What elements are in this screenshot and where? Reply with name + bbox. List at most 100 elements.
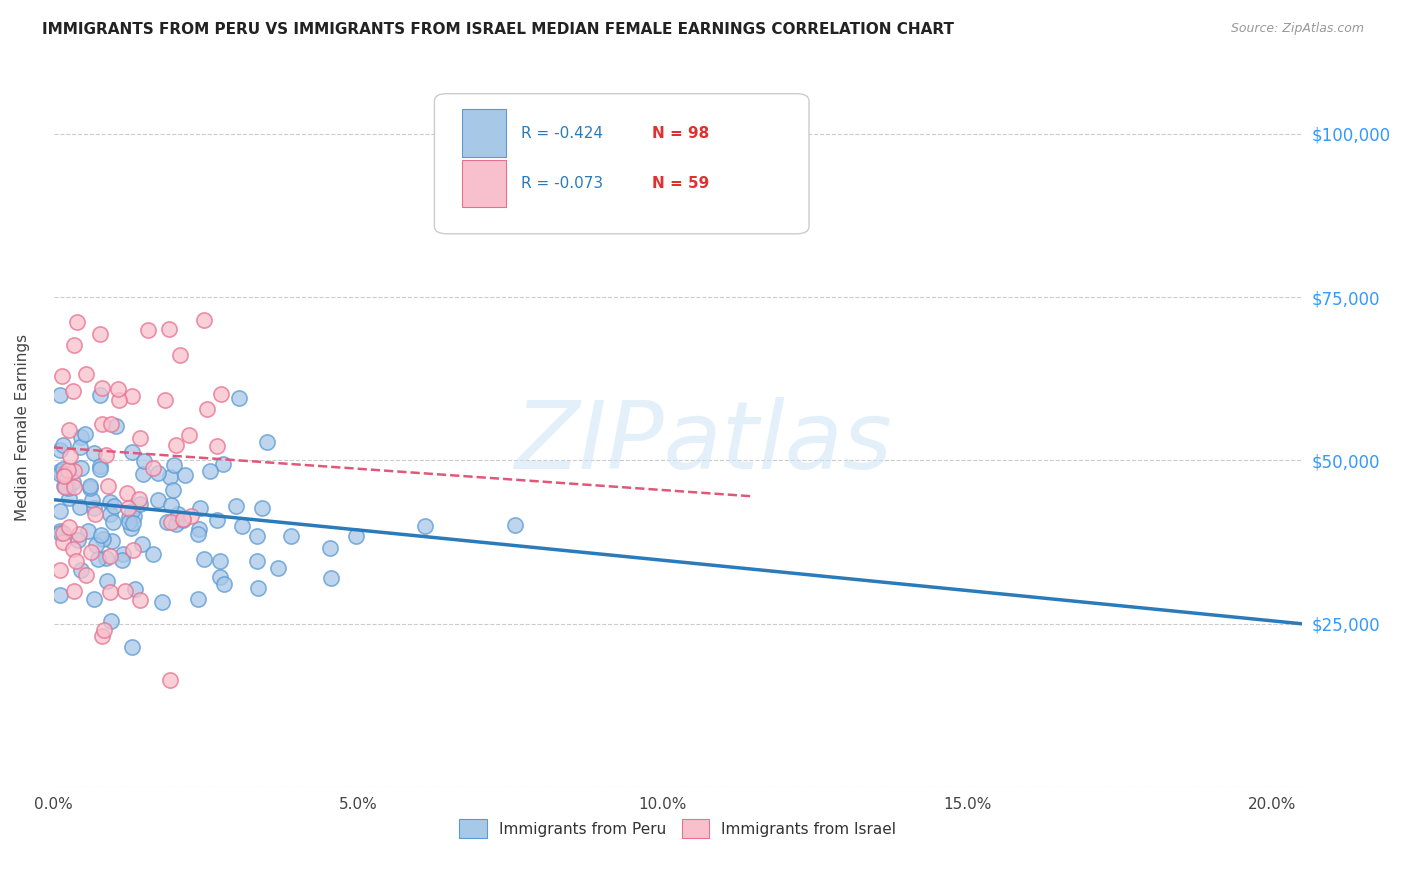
Point <box>195 402 218 417</box>
Point <box>83 500 105 515</box>
Point <box>250 501 273 516</box>
Point <box>128 492 150 507</box>
Point <box>156 516 179 530</box>
Text: R = -0.073: R = -0.073 <box>520 176 603 191</box>
Point <box>80 545 103 559</box>
Point <box>66 533 89 548</box>
Point <box>96 550 118 565</box>
Point <box>115 486 138 500</box>
Point <box>100 417 122 431</box>
Point <box>121 503 143 517</box>
Point <box>101 515 124 529</box>
Point <box>212 577 235 591</box>
Text: R = -0.424: R = -0.424 <box>520 126 603 141</box>
Point <box>128 593 150 607</box>
Point <box>62 475 84 490</box>
Point <box>142 461 165 475</box>
Text: Source: ZipAtlas.com: Source: ZipAtlas.com <box>1230 22 1364 36</box>
Point <box>89 461 111 475</box>
Point <box>117 500 139 515</box>
Point <box>200 464 222 478</box>
Point <box>52 525 75 540</box>
Point <box>100 495 122 509</box>
Point <box>150 594 173 608</box>
Point <box>187 527 209 541</box>
Point <box>231 518 253 533</box>
Point <box>187 522 209 536</box>
Point <box>82 492 104 507</box>
Point <box>163 458 186 473</box>
Point <box>62 384 84 399</box>
Point <box>90 528 112 542</box>
Point <box>121 389 143 403</box>
Text: IMMIGRANTS FROM PERU VS IMMIGRANTS FROM ISRAEL MEDIAN FEMALE EARNINGS CORRELATIO: IMMIGRANTS FROM PERU VS IMMIGRANTS FROM … <box>42 22 955 37</box>
Point <box>169 348 191 362</box>
Point <box>83 592 105 607</box>
Point <box>321 570 343 584</box>
FancyBboxPatch shape <box>463 110 506 157</box>
Point <box>247 582 270 596</box>
Point <box>79 482 101 496</box>
Point <box>89 327 111 342</box>
Point <box>48 388 70 402</box>
Point <box>160 515 183 529</box>
Point <box>48 589 70 603</box>
Point <box>193 313 215 327</box>
Point <box>62 542 84 557</box>
Point <box>136 323 159 337</box>
Point <box>128 431 150 445</box>
Point <box>67 526 90 541</box>
Point <box>107 382 129 396</box>
Point <box>70 430 93 444</box>
Point <box>58 519 80 533</box>
Point <box>87 552 110 566</box>
Point <box>49 504 72 518</box>
Point <box>63 464 86 478</box>
Point <box>208 570 231 584</box>
Point <box>167 507 190 521</box>
Point <box>413 519 436 533</box>
Point <box>90 417 112 431</box>
Point <box>132 454 155 468</box>
Point <box>319 541 342 556</box>
Point <box>159 470 181 484</box>
Point <box>124 582 146 597</box>
Point <box>245 529 267 543</box>
Point <box>118 510 141 524</box>
Point <box>63 480 86 494</box>
Point <box>159 498 181 512</box>
Point <box>48 464 70 478</box>
Point <box>205 439 228 453</box>
Point <box>69 440 91 454</box>
Point <box>62 338 84 352</box>
Point <box>344 529 367 543</box>
Point <box>256 435 278 450</box>
Point <box>157 322 180 336</box>
Point <box>48 563 70 577</box>
Point <box>122 509 145 524</box>
FancyBboxPatch shape <box>463 160 506 207</box>
Point <box>66 315 89 329</box>
Point <box>209 387 232 401</box>
Point <box>90 380 112 394</box>
Point <box>246 553 269 567</box>
FancyBboxPatch shape <box>434 94 808 234</box>
Point <box>98 549 121 564</box>
Point <box>162 483 184 497</box>
Text: N = 98: N = 98 <box>651 126 709 141</box>
Point <box>132 467 155 481</box>
Text: ZIPatlas: ZIPatlas <box>515 397 891 488</box>
Point <box>52 479 75 493</box>
Point <box>75 567 97 582</box>
Point <box>100 615 122 629</box>
Point <box>56 482 79 496</box>
Point <box>148 467 170 481</box>
Point <box>52 534 75 549</box>
Point <box>165 517 187 532</box>
Point <box>75 367 97 381</box>
Point <box>104 419 127 434</box>
Point <box>142 547 165 561</box>
Point <box>225 500 247 514</box>
Point <box>93 623 115 637</box>
Point <box>58 491 80 505</box>
